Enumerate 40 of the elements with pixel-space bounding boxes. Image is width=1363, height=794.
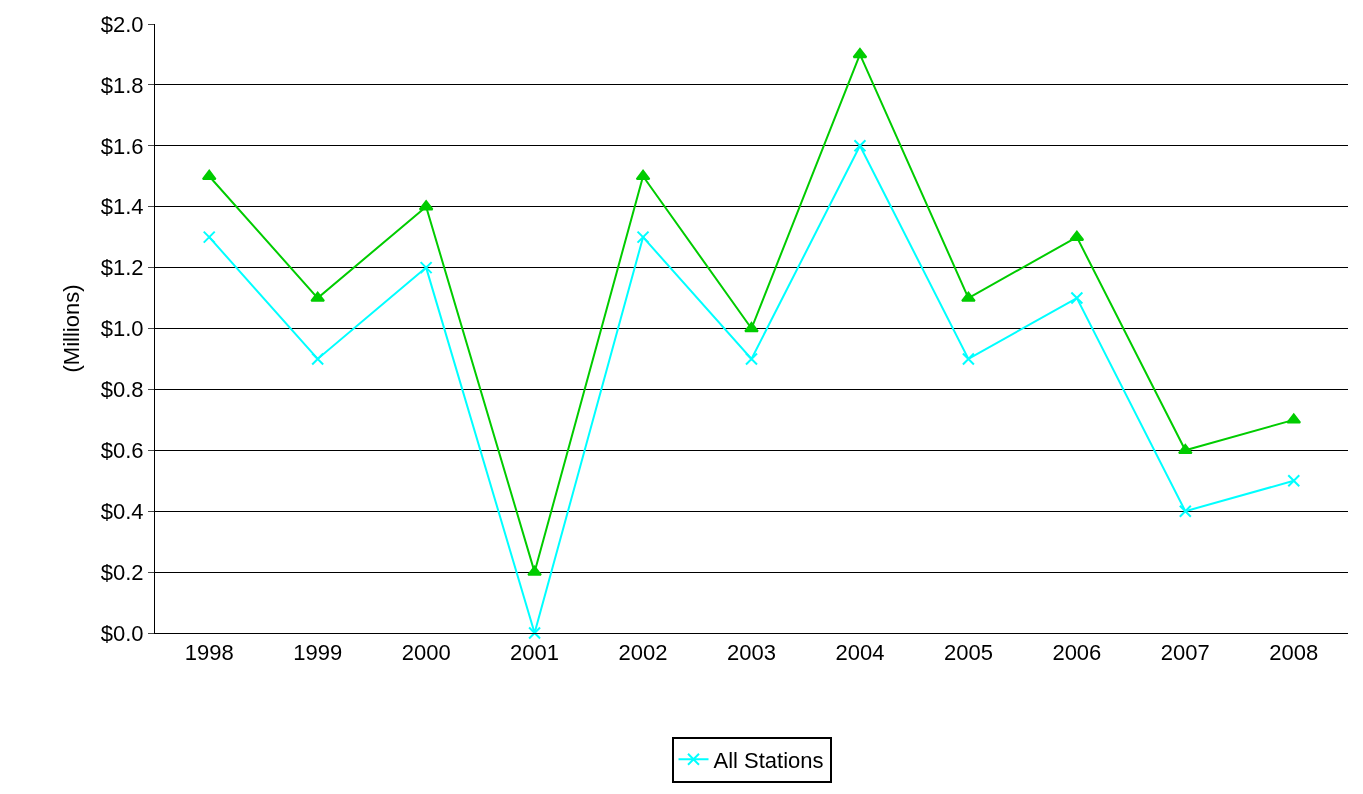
point	[744, 322, 759, 333]
point	[527, 565, 542, 576]
x-tick-label: 1999	[293, 640, 343, 666]
point	[202, 230, 216, 244]
legend-label: All Stations	[713, 747, 824, 773]
point	[636, 230, 650, 244]
point	[1287, 474, 1301, 488]
x-tick-label: 2004	[835, 640, 885, 666]
point	[853, 139, 867, 153]
point	[528, 626, 542, 640]
y-tick-label: $1.8	[100, 72, 144, 98]
y-tick-label: $0.8	[100, 377, 144, 403]
x-tick-label: 2003	[727, 640, 776, 666]
x-tick-label: 1998	[184, 640, 234, 666]
point	[852, 47, 868, 59]
x-tick-label: 2001	[510, 640, 560, 666]
x-tick-label: 2005	[943, 640, 993, 666]
y-tick-label: $0.6	[100, 438, 144, 463]
x-tick-label: 2002	[618, 640, 668, 666]
y-tick-label: $1.0	[100, 316, 144, 342]
point	[1178, 504, 1192, 518]
point	[311, 352, 325, 366]
point	[961, 352, 975, 366]
point	[419, 261, 433, 275]
point	[745, 352, 758, 366]
y-tick-label: $1.6	[100, 133, 144, 159]
point	[961, 291, 976, 302]
x-tick-label: 2008	[1269, 640, 1319, 666]
y-tick-label: $0.2	[100, 559, 144, 585]
y-tick-label: $0.4	[100, 498, 144, 524]
y-tick-label: $1.4	[100, 194, 144, 220]
x-tick-label: 2000	[401, 640, 451, 666]
x-tick-label: 2006	[1052, 640, 1102, 666]
y-tick-label: $2.0	[100, 11, 144, 37]
point	[1177, 443, 1193, 455]
point	[1070, 291, 1084, 305]
y-tick-label: $1.2	[100, 255, 144, 281]
y-axis-title: (Millions)	[58, 284, 84, 373]
y-tick-label: $0.0	[100, 620, 144, 646]
x-tick-label: 2007	[1160, 640, 1210, 666]
